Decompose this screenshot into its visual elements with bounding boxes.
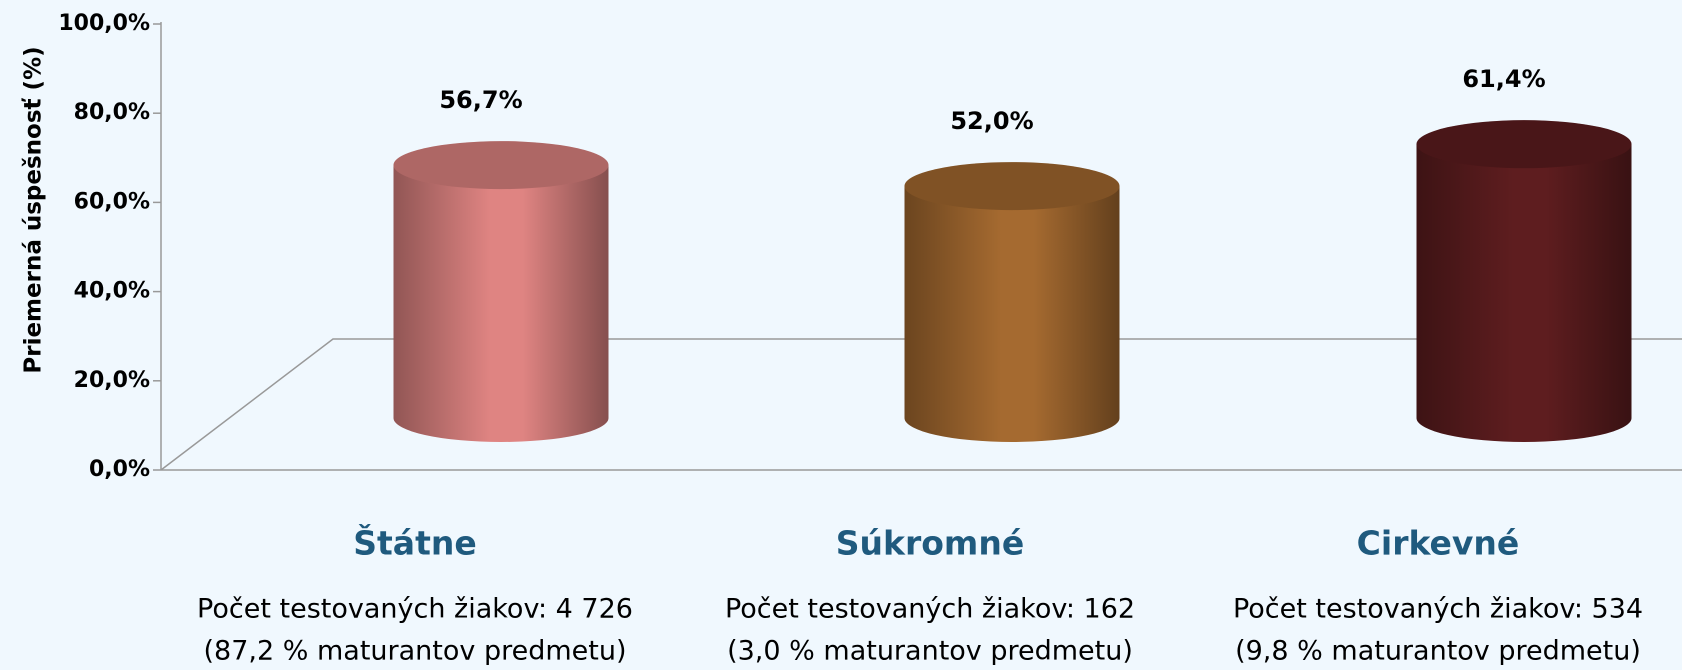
value-label: 61,4% (1462, 65, 1545, 93)
category-note: Počet testovaných žiakov: 162 (725, 594, 1135, 625)
x-tick-label: Súkromné (836, 524, 1024, 563)
bar-top-shade (904, 162, 1120, 211)
category-note: Počet testovaných žiakov: 4 726 (197, 594, 633, 625)
y-tick-label: 80,0% (74, 100, 150, 125)
x-tick-label: Cirkevné (1357, 524, 1520, 563)
x-tick-label: Štátne (353, 523, 476, 563)
category-note: (3,0 % maturantov predmetu) (727, 636, 1133, 667)
bar-top (393, 141, 609, 190)
value-label: 52,0% (950, 107, 1033, 135)
y-axis-label: Priemerná úspešnosť (%) (21, 46, 47, 373)
bar-top-shade (393, 141, 609, 190)
y-tick-label: 100,0% (58, 11, 150, 36)
bar-top-shade (1416, 120, 1632, 169)
bar-top (904, 162, 1120, 211)
bar-shade (393, 165, 609, 443)
y-tick-label: 20,0% (74, 368, 150, 393)
floor-back (160, 338, 1682, 471)
bar-top (1416, 120, 1632, 169)
category-note: Počet testovaných žiakov: 534 (1233, 594, 1643, 625)
category-note: (9,8 % maturantov predmetu) (1235, 636, 1641, 667)
y-tick-label: 60,0% (74, 189, 150, 214)
category-note: (87,2 % maturantov predmetu) (204, 636, 627, 667)
y-tick-label: 0,0% (89, 457, 150, 482)
value-label: 56,7% (439, 86, 522, 114)
y-tick-label: 40,0% (74, 279, 150, 304)
bar-shade (904, 186, 1120, 443)
bar-shade (1416, 144, 1632, 443)
